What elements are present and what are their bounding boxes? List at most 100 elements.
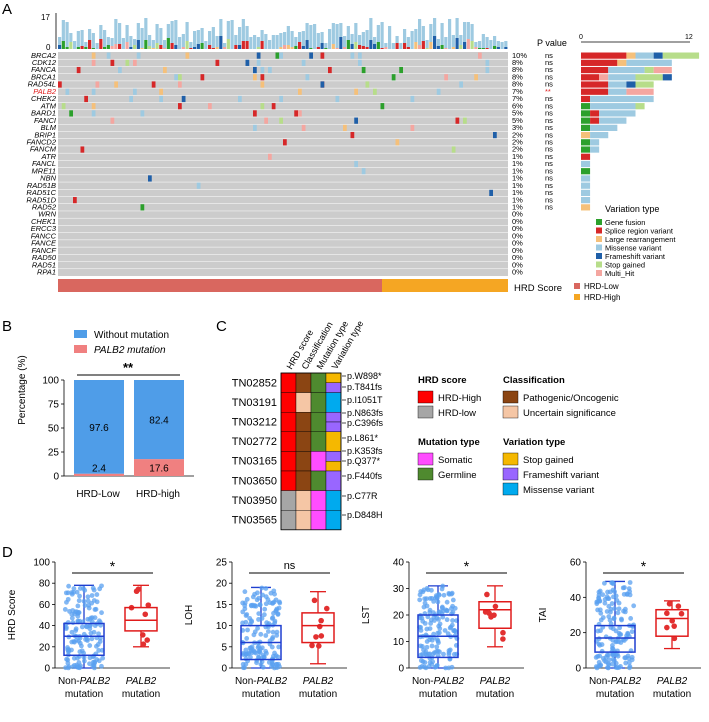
d-point (482, 609, 489, 615)
panel-a-letter: A (2, 1, 12, 18)
top-bar (121, 38, 125, 49)
gene-label-rad51b: RAD51B (27, 181, 56, 190)
top-bar-segment (88, 40, 92, 49)
d-point (604, 594, 610, 600)
mutation-cell (358, 52, 362, 59)
top-bar-segment (478, 48, 482, 49)
right-bar-segment (581, 131, 591, 139)
d-point (623, 660, 629, 666)
b-ytick-label: 50 (48, 424, 60, 435)
d-point (270, 600, 276, 606)
top-bar (193, 31, 197, 47)
scale-min: 0 (579, 34, 583, 41)
top-bar (485, 37, 489, 48)
right-bar-segment (581, 139, 591, 146)
c-sample-label: TN03165 (232, 456, 277, 468)
d-point (431, 598, 437, 604)
d-ytick-label: 30 (393, 584, 405, 595)
top-bar (410, 31, 414, 49)
c-legend-title: Classification (503, 375, 565, 386)
right-bar-segment (662, 74, 672, 81)
d-point (145, 602, 152, 608)
b-bar-palb2 (74, 473, 124, 476)
d-point (612, 606, 617, 612)
d-point (628, 616, 634, 621)
top-bar (425, 40, 429, 48)
percent-label: 7% (512, 87, 523, 96)
d-point (597, 607, 603, 613)
top-bar-segment (346, 40, 350, 49)
top-bar-segment (440, 45, 444, 49)
d-ytick-label: 0 (44, 664, 50, 675)
d-point (439, 611, 445, 617)
pvalue-label: ns (545, 181, 553, 190)
mutation-cell (350, 52, 355, 59)
pvalue-label: ns (545, 109, 553, 118)
d-point (627, 592, 633, 598)
d-point (69, 647, 74, 653)
b-ytick-label: 100 (42, 376, 59, 387)
d-point (244, 636, 250, 641)
c-variant-label: p.I1051T (347, 395, 383, 405)
c-sample-label: TN03212 (232, 417, 277, 429)
top-bar-segment (331, 44, 335, 49)
c-sample-label: TN03950 (232, 495, 277, 507)
d-point (260, 664, 266, 670)
d-point (87, 655, 93, 661)
percent-label: 0% (512, 231, 523, 240)
pvalue-label: ns (545, 51, 553, 60)
mutation-cell (271, 103, 276, 110)
d-point (309, 642, 315, 649)
legend-label: Splice region variant (605, 227, 674, 236)
c-variant-label: p.K353fs (347, 446, 383, 456)
hrd-low-legend: HRD-Low (584, 282, 619, 291)
d-point (64, 656, 69, 662)
scale-max: 12 (685, 34, 693, 41)
right-bar-segment (581, 153, 591, 160)
d-point (418, 652, 424, 658)
c-cell (295, 490, 312, 511)
top-bar (159, 28, 163, 45)
d-point (254, 658, 260, 663)
d-point (259, 615, 265, 621)
d-xlabel-line2: mutation (299, 689, 337, 700)
top-bar (155, 24, 159, 43)
mutation-cell (200, 74, 205, 81)
d-sig: * (110, 558, 116, 574)
top-bar-segment (324, 48, 328, 49)
pvalue-label: ns (545, 123, 553, 132)
d-point (435, 638, 441, 644)
c-variant-label: p.Q377* (347, 456, 381, 466)
top-bar (196, 30, 200, 44)
c-heatmap-border (280, 372, 342, 531)
pvalue-label: ns (545, 195, 553, 204)
c-cell (295, 451, 312, 472)
top-bar (264, 34, 268, 49)
d-point (263, 648, 269, 654)
d-point (73, 626, 79, 632)
percent-label: 8% (512, 72, 523, 81)
gene-label-brip1: BRIP1 (34, 130, 56, 139)
top-bar-segment (343, 47, 347, 49)
top-bar-segment (106, 45, 110, 49)
gene-label-chek1: CHEK1 (31, 217, 56, 226)
top-bar (448, 19, 452, 49)
top-bar (493, 36, 497, 46)
d-ytick-label: 60 (39, 600, 51, 611)
c-cell (280, 490, 297, 511)
top-bar-segment (159, 45, 163, 49)
top-bar (373, 37, 377, 44)
top-bar-segment (185, 41, 189, 49)
mutation-cell (478, 52, 482, 59)
mutation-cell (91, 110, 96, 117)
c-legend-swatch (417, 390, 434, 404)
c-legend-swatch (502, 390, 519, 404)
top-bar (301, 31, 305, 46)
d-point (85, 638, 90, 643)
d-point (71, 586, 77, 591)
d-point (596, 659, 602, 665)
top-bar-segment (451, 47, 455, 49)
d-point (244, 596, 250, 602)
d-point (263, 586, 269, 591)
